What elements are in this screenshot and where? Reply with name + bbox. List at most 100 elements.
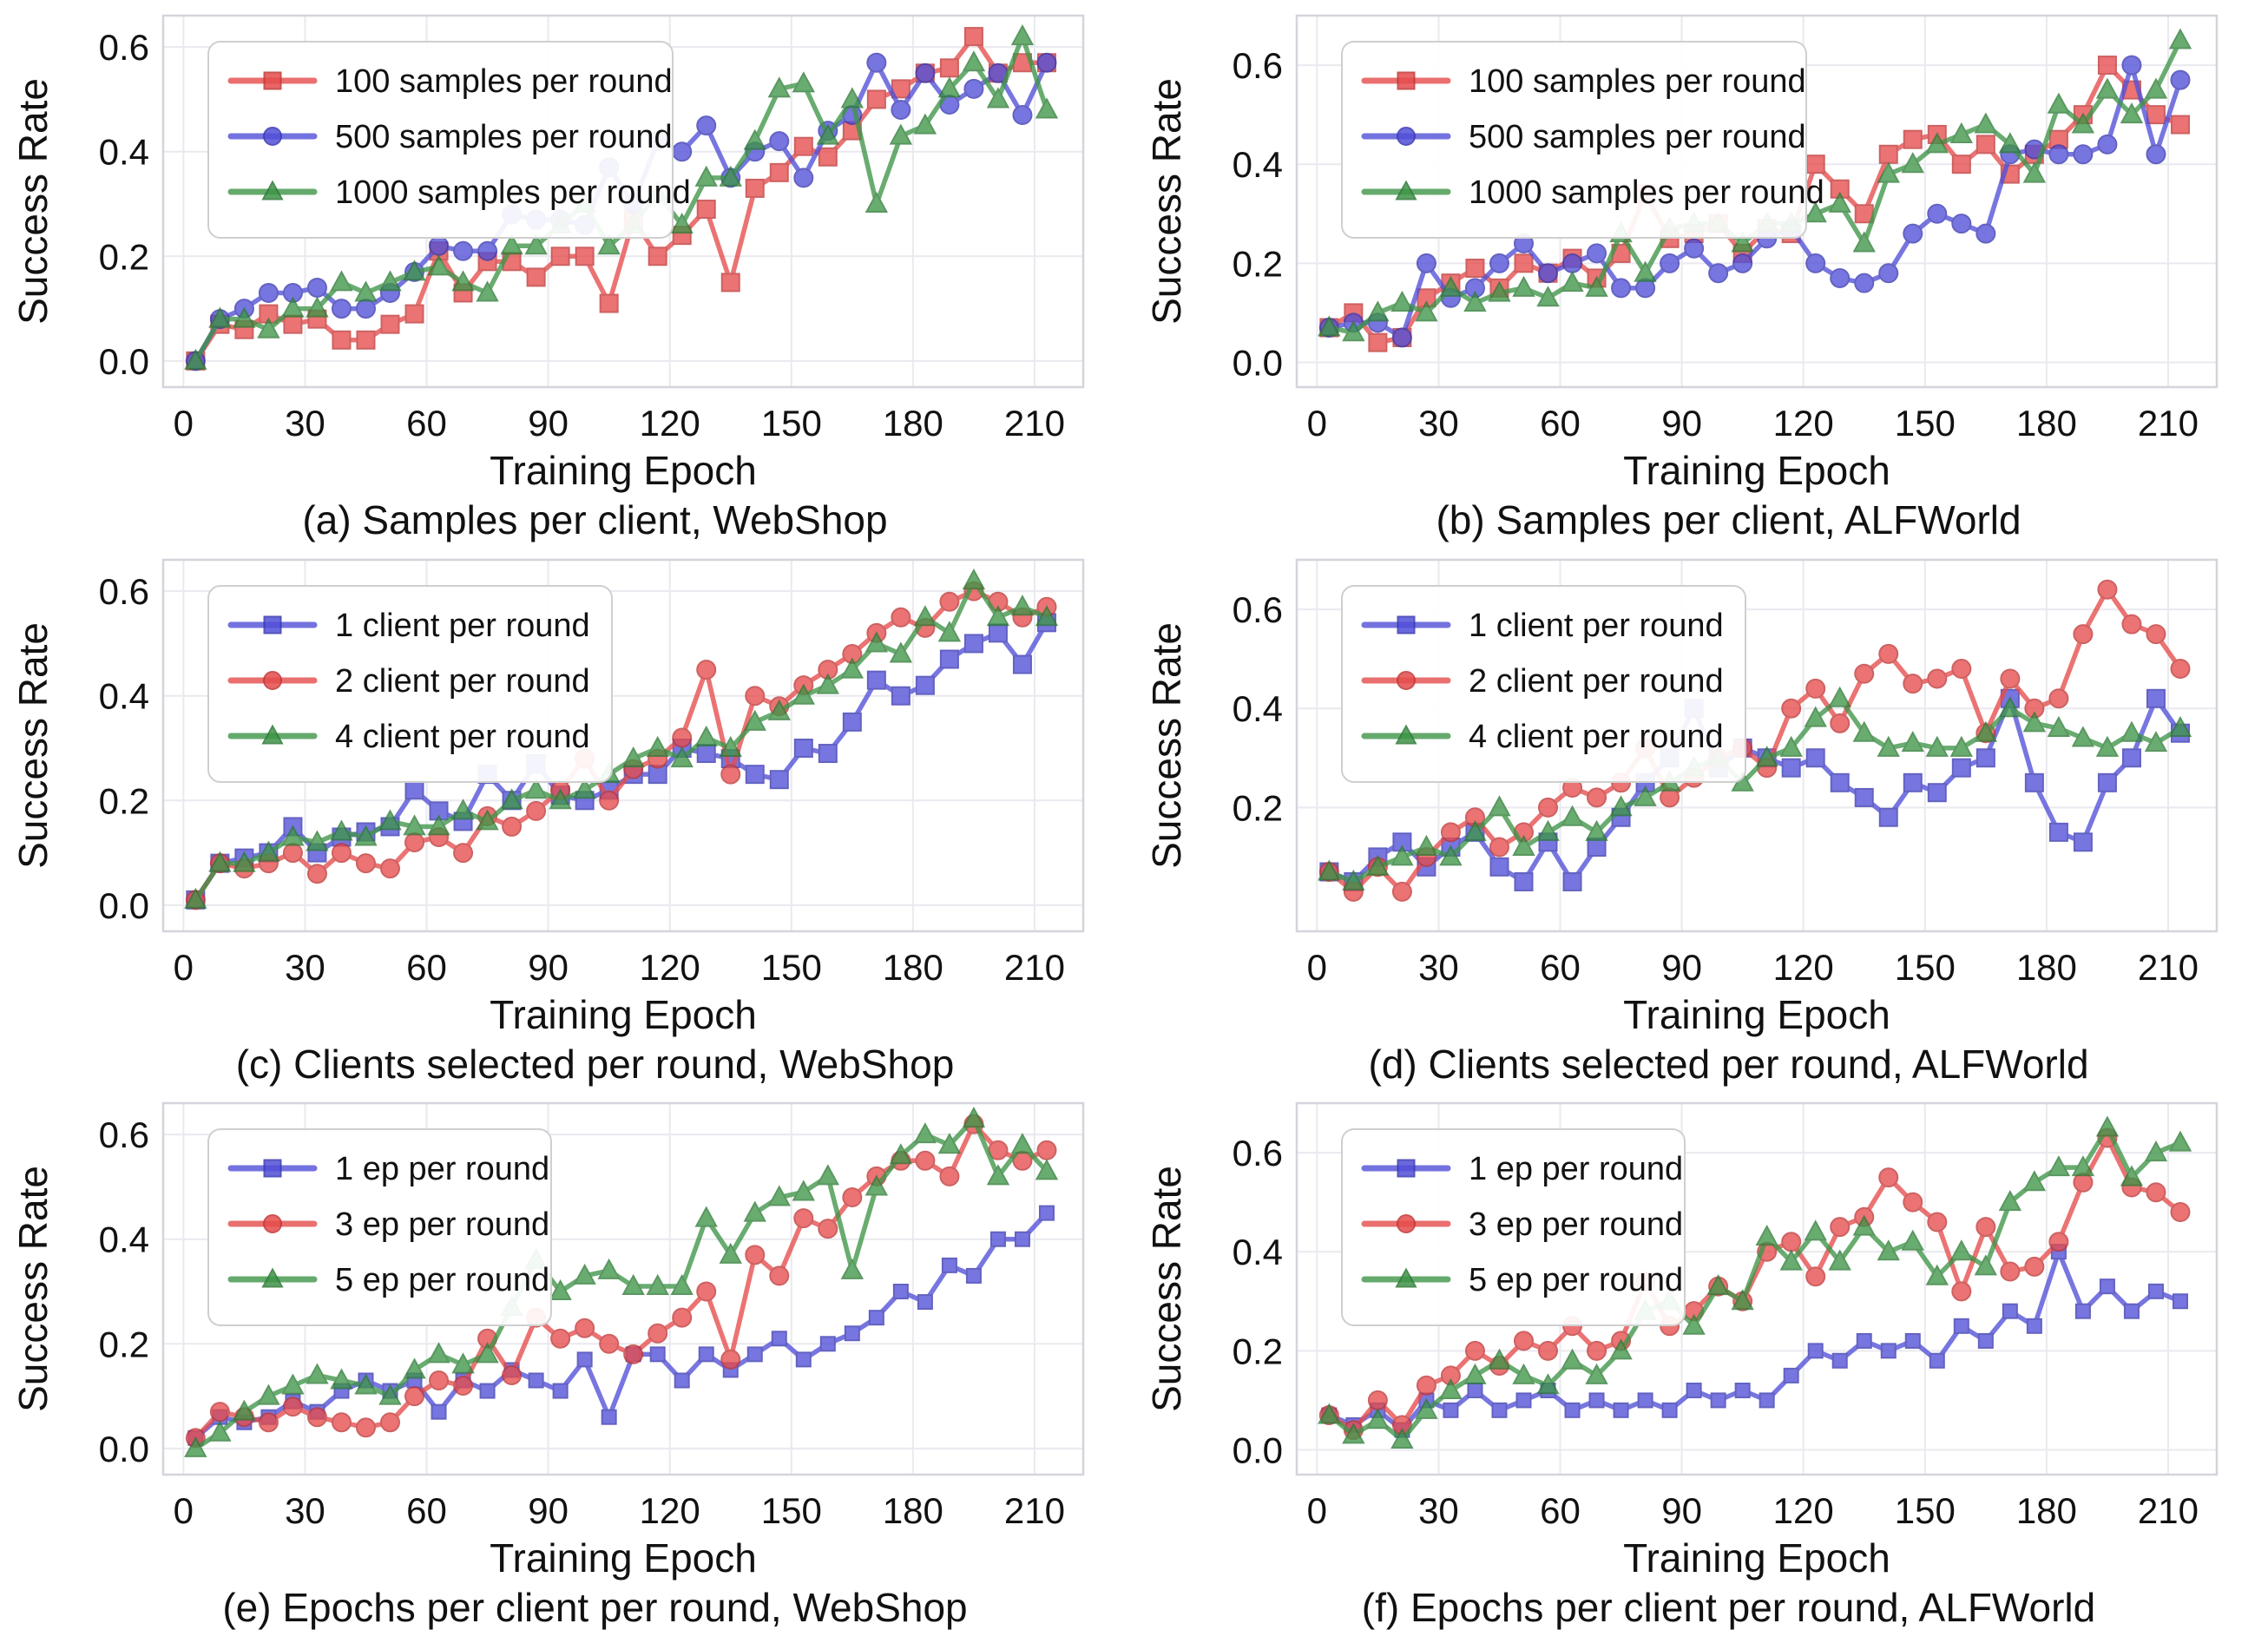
marker-triangle — [1998, 132, 2022, 154]
legend-swatch-marker — [1397, 615, 1416, 634]
legend-swatch-marker — [263, 71, 282, 90]
marker-square — [746, 1346, 763, 1363]
marker-triangle — [962, 568, 986, 589]
marker-square — [1397, 71, 1416, 90]
marker-circle — [2000, 1261, 2021, 1282]
marker-circle — [599, 1333, 620, 1354]
marker-triangle — [2144, 730, 2168, 752]
tick-labels: 0 30 60 90 120 150 180 210 0.0 0.2 0.4 0.6 — [99, 1114, 1065, 1531]
x-tick-label: 120 — [640, 1490, 700, 1531]
marker-square — [844, 1325, 860, 1342]
marker-triangle — [1512, 834, 1535, 856]
y-tick-label: 0.4 — [99, 132, 149, 173]
x-tick-label: 180 — [883, 1490, 943, 1531]
marker-square — [1805, 154, 1825, 174]
marker-triangle — [962, 1107, 986, 1128]
marker-square — [1903, 772, 1923, 792]
marker-circle — [453, 1376, 474, 1397]
x-tick-label: 60 — [1540, 947, 1581, 988]
marker-square — [575, 246, 595, 266]
marker-square — [1515, 1392, 1532, 1409]
marker-square — [599, 293, 619, 313]
legend-box — [207, 41, 674, 239]
marker-circle — [1927, 203, 1948, 224]
marker-triangle — [354, 1373, 378, 1395]
marker-triangle — [792, 1180, 815, 1201]
plot-border — [1295, 14, 2219, 389]
marker-square — [1977, 1333, 1994, 1350]
marker-circle — [453, 842, 474, 863]
marker-square — [2074, 1303, 2091, 1319]
marker-circle — [2097, 579, 2118, 600]
marker-square — [263, 71, 282, 90]
marker-triangle — [1585, 275, 1608, 297]
marker-square — [868, 1310, 884, 1326]
marker-triangle — [743, 1200, 766, 1222]
marker-square — [263, 1159, 282, 1178]
marker-triangle — [2071, 112, 2095, 134]
marker-circle — [2121, 614, 2142, 634]
marker-triangle — [2120, 1165, 2144, 1186]
marker-square — [965, 1268, 982, 1285]
marker-triangle — [573, 777, 596, 799]
y-tick-label: 0.4 — [1233, 688, 1283, 729]
marker-triangle — [864, 630, 889, 653]
marker-square — [1759, 1392, 1775, 1409]
x-tick-label: 120 — [1773, 403, 1834, 444]
marker-circle — [2073, 144, 2094, 165]
marker-triangle — [2095, 77, 2120, 99]
marker-triangle — [1488, 280, 1511, 302]
marker-square — [2170, 115, 2190, 135]
x-tick-label: 0 — [174, 403, 194, 444]
x-axis-label: Training Epoch — [1623, 448, 1890, 493]
marker-circle — [939, 1167, 960, 1187]
marker-square — [866, 89, 886, 109]
marker-circle — [1903, 673, 1923, 693]
x-tick-label: 0 — [174, 947, 194, 988]
marker-square — [1014, 1231, 1030, 1247]
marker-circle — [550, 1328, 571, 1349]
x-tick-label: 150 — [1895, 1490, 1956, 1531]
marker-triangle — [1342, 1423, 1365, 1444]
marker-square — [2146, 688, 2166, 708]
marker-square — [1854, 787, 1874, 807]
chart-caption-e: (e) Epochs per client per round, WebShop — [222, 1585, 968, 1630]
marker-square — [793, 136, 813, 156]
marker-circle — [745, 685, 766, 706]
series-5-ep-per-round — [184, 1107, 1059, 1458]
x-axis-label: Training Epoch — [1623, 992, 1890, 1037]
chart-panel-e: 0 30 60 90 120 150 180 210 0.0 0.2 0.4 0.6 Training … — [0, 1091, 1134, 1630]
marker-triangle — [476, 808, 499, 831]
marker-triangle — [2144, 77, 2168, 99]
marker-triangle — [792, 683, 815, 705]
marker-square — [1807, 1343, 1824, 1359]
marker-triangle — [670, 213, 694, 234]
marker-square — [1038, 1205, 1055, 1221]
marker-square — [842, 712, 862, 732]
marker-triangle — [1949, 735, 1974, 757]
marker-circle — [1489, 253, 1509, 273]
marker-triangle — [719, 735, 742, 757]
marker-triangle — [1901, 152, 1924, 174]
x-tick-label: 210 — [1004, 1490, 1065, 1531]
chart-a: 0 30 60 90 120 150 180 210 0.0 0.2 0.4 0.6 Training … — [10, 14, 1085, 493]
marker-square — [769, 769, 789, 789]
marker-triangle — [646, 1274, 669, 1296]
marker-triangle — [1035, 1159, 1059, 1180]
marker-triangle — [208, 1420, 232, 1442]
y-tick-label: 0.6 — [99, 571, 149, 612]
legend-swatch-marker — [263, 615, 282, 634]
tick-labels: 0 30 60 90 120 150 180 210 0.2 0.4 0.6 — [1233, 589, 2199, 988]
marker-circle — [2073, 623, 2094, 644]
marker-square — [1465, 259, 1485, 279]
marker-triangle — [1561, 805, 1584, 826]
marker-triangle — [573, 1264, 596, 1285]
marker-circle — [1397, 670, 1416, 690]
marker-triangle — [889, 641, 913, 663]
marker-triangle — [937, 1133, 962, 1154]
marker-triangle — [889, 1143, 913, 1165]
marker-square — [2172, 1293, 2188, 1310]
marker-triangle — [2095, 735, 2120, 757]
marker-triangle — [694, 165, 718, 187]
y-tick-label: 0.0 — [1233, 342, 1283, 383]
